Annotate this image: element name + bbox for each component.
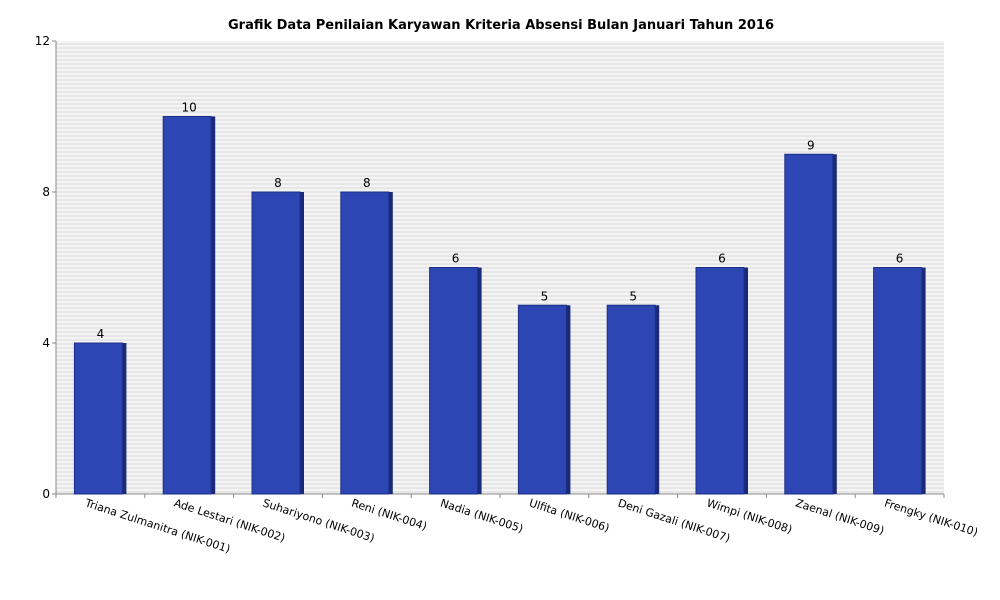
data-label: 4 <box>97 327 105 341</box>
bar-shadow <box>832 154 837 494</box>
bar-body <box>784 153 834 495</box>
bar-shadow <box>744 267 748 494</box>
bar <box>873 267 926 495</box>
data-label: 8 <box>274 176 282 190</box>
y-tick-label: 12 <box>35 34 50 48</box>
x-tick-label: Frengky (NIK-010) <box>883 496 980 539</box>
data-label: 6 <box>718 252 726 266</box>
bar <box>340 191 393 495</box>
bar-shadow <box>566 305 571 494</box>
y-tick-label: 8 <box>42 185 50 199</box>
bar <box>162 116 216 495</box>
y-tick-label: 0 <box>42 487 50 501</box>
bar-body <box>251 191 301 495</box>
y-tick-label: 4 <box>42 336 50 350</box>
bar-body <box>695 267 745 495</box>
bar-shadow <box>921 267 926 494</box>
x-tick-label: Nadia (NIK-005) <box>439 496 525 535</box>
bar <box>517 304 571 495</box>
bar-shadow <box>655 305 660 494</box>
bar-body <box>429 267 479 495</box>
bar-body <box>162 116 212 495</box>
bar-shadow <box>300 192 304 494</box>
data-label: 6 <box>896 252 904 266</box>
bar-body <box>606 304 656 495</box>
bar-shadow <box>477 267 482 494</box>
bar-body <box>873 267 923 495</box>
data-label: 5 <box>629 289 637 303</box>
bars <box>73 116 926 495</box>
bar <box>784 153 837 495</box>
bar-body <box>73 342 123 495</box>
bar-body <box>340 191 390 495</box>
data-label: 10 <box>182 101 197 115</box>
bar-body <box>517 304 567 495</box>
bar-shadow <box>211 116 216 494</box>
data-label: 8 <box>363 176 371 190</box>
data-label: 5 <box>541 289 549 303</box>
bar-shadow <box>122 343 127 494</box>
data-label: 6 <box>452 252 460 266</box>
x-tick-label: Triana Zulmanitra (NIK-001) <box>83 496 232 556</box>
bar <box>429 267 482 495</box>
x-tick-label: Ulfita (NIK-006) <box>527 496 611 534</box>
data-label: 9 <box>807 138 815 152</box>
bar <box>73 342 127 495</box>
bar <box>251 191 304 495</box>
bar <box>695 267 748 495</box>
bar-shadow <box>388 192 393 494</box>
x-tick-label: Zaenal (NIK-009) <box>794 496 886 537</box>
chart-title: Grafik Data Penilaian Karyawan Kriteria … <box>228 18 774 33</box>
bar <box>606 304 660 495</box>
